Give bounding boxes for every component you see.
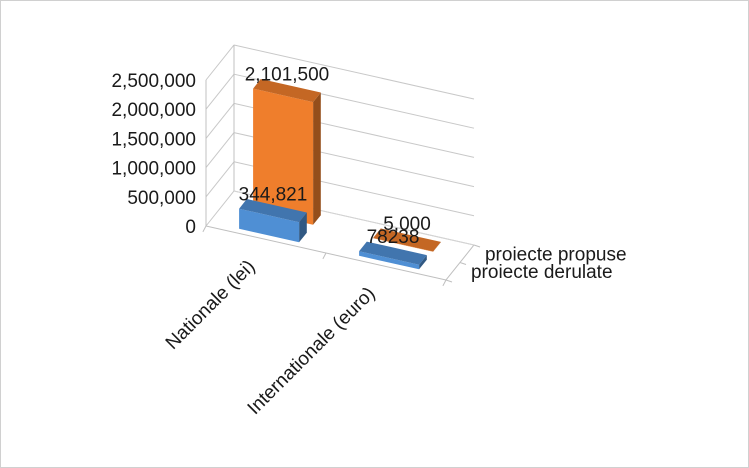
bar-front-face <box>253 88 314 225</box>
bar-front-face <box>373 238 434 252</box>
bar-front-face <box>239 208 300 243</box>
bar-side-face <box>419 255 427 270</box>
bar-top-face <box>239 199 307 223</box>
series-label: proiecte derulate <box>471 262 613 283</box>
side-gridline <box>205 73 235 110</box>
bar-side-face <box>299 212 307 243</box>
bar-side-face <box>313 92 321 225</box>
category-label: Internationale (euro) <box>244 283 380 419</box>
bar-top-face <box>359 241 427 265</box>
series-label: proiecte propuse <box>485 245 627 266</box>
depth-tick <box>459 262 467 265</box>
category-tick <box>322 252 327 260</box>
y-tick-label: 500,000 <box>127 188 196 209</box>
bar-top-face <box>253 79 321 103</box>
gridline <box>233 44 475 100</box>
category-tick <box>202 225 207 233</box>
y-tick-label: 1,500,000 <box>111 129 196 150</box>
side-gridline <box>205 161 235 198</box>
depth-tick <box>473 244 481 248</box>
data-label: 5,000 <box>383 214 431 235</box>
data-label: 2,101,500 <box>245 65 330 86</box>
bar-proiecte-derulate-1 <box>239 199 307 243</box>
bar-top-face <box>373 228 441 252</box>
depth-tick <box>445 279 453 283</box>
bar-proiecte-derulate-2 <box>359 241 427 270</box>
bar-proiecte-propuse-1 <box>253 79 321 225</box>
data-label: 78238 <box>367 227 420 248</box>
bar-side-face <box>433 241 441 252</box>
bar-proiecte-propuse-2 <box>373 228 441 252</box>
y-tick-label: 0 <box>185 217 196 238</box>
bar-front-face <box>359 251 420 270</box>
y-tick-label: 2,500,000 <box>111 71 196 92</box>
side-gridline <box>205 132 235 168</box>
side-gridline <box>205 190 235 227</box>
side-gridline <box>205 44 235 81</box>
side-gridline <box>205 103 235 139</box>
y-tick-label: 1,000,000 <box>111 159 196 180</box>
data-label: 344,821 <box>239 185 308 206</box>
category-tick <box>442 279 447 287</box>
category-label: Nationale (lei) <box>162 256 260 354</box>
y-tick-label: 2,000,000 <box>111 100 196 121</box>
